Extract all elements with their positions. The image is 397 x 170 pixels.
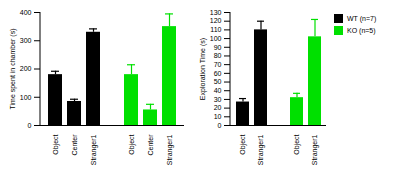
html-text:WT (n=7): WT (n=7)	[347, 15, 377, 22]
svg-text:100: 100	[210, 35, 222, 42]
html-text:KO (n=5): KO (n=5)	[347, 27, 376, 34]
svg-text:90: 90	[214, 44, 222, 51]
svg-text:80: 80	[214, 52, 222, 59]
svg-text:20: 20	[214, 104, 222, 111]
svg-text:Stranger1: Stranger1	[257, 134, 265, 165]
svg-text:Object: Object	[52, 134, 60, 154]
svg-text:400: 400	[20, 9, 32, 16]
svg-text:Object: Object	[293, 134, 301, 154]
svg-text:50: 50	[214, 78, 222, 85]
svg-text:Object: Object	[128, 134, 136, 154]
svg-text:Center: Center	[71, 134, 78, 156]
svg-text:200: 200	[20, 65, 32, 72]
svg-text:300: 300	[20, 37, 32, 44]
svg-text:Exploration Time (s): Exploration Time (s)	[199, 38, 207, 100]
svg-text:10: 10	[214, 113, 222, 120]
svg-text:110: 110	[210, 26, 221, 33]
svg-text:100: 100	[20, 93, 32, 100]
svg-text:60: 60	[214, 70, 222, 77]
svg-text:Stranger1: Stranger1	[311, 134, 319, 165]
svg-text:130: 130	[210, 9, 222, 16]
svg-text:0: 0	[28, 122, 32, 129]
svg-text:40: 40	[214, 87, 222, 94]
svg-text:Object: Object	[239, 134, 247, 154]
svg-text:Stranger1: Stranger1	[166, 134, 174, 165]
svg-text:Time spent in chamber (s): Time spent in chamber (s)	[9, 28, 17, 109]
svg-text:Center: Center	[147, 134, 154, 156]
svg-text:30: 30	[214, 96, 222, 103]
svg-text:Stranger1: Stranger1	[90, 134, 98, 165]
svg-text:70: 70	[214, 61, 222, 68]
svg-text:0: 0	[218, 122, 222, 129]
svg-text:120: 120	[210, 17, 222, 24]
